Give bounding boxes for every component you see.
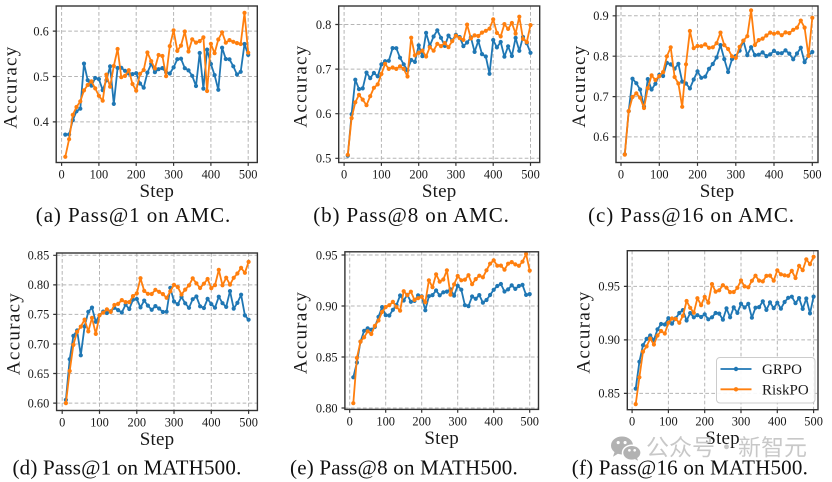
svg-text:0: 0: [618, 168, 624, 182]
svg-text:400: 400: [202, 416, 221, 430]
svg-text:0.85: 0.85: [316, 350, 338, 364]
svg-text:200: 200: [127, 168, 146, 182]
svg-text:500: 500: [803, 168, 822, 182]
svg-text:200: 200: [409, 168, 428, 182]
svg-text:0.4: 0.4: [33, 115, 49, 129]
svg-text:0.6: 0.6: [316, 107, 332, 121]
svg-text:500: 500: [239, 168, 258, 182]
svg-text:400: 400: [768, 415, 787, 429]
svg-text:100: 100: [372, 168, 391, 182]
svg-text:0.8: 0.8: [316, 18, 332, 32]
svg-text:Accuracy: Accuracy: [1, 45, 22, 128]
svg-text:(d) Pass@1 on MATH500.: (d) Pass@1 on MATH500.: [12, 456, 241, 480]
svg-text:0: 0: [629, 415, 635, 429]
svg-text:0.60: 0.60: [28, 396, 50, 410]
svg-text:Step: Step: [140, 429, 175, 450]
svg-text:0.95: 0.95: [316, 248, 338, 262]
svg-text:(a) Pass@1 on AMC.: (a) Pass@1 on AMC.: [36, 203, 231, 227]
svg-text:200: 200: [128, 416, 147, 430]
svg-text:(f) Pass@16 on MATH500.: (f) Pass@16 on MATH500.: [572, 456, 808, 480]
svg-text:Step: Step: [705, 428, 740, 449]
svg-text:Accuracy: Accuracy: [574, 290, 595, 373]
svg-text:500: 500: [520, 414, 539, 428]
svg-text:200: 200: [695, 415, 714, 429]
svg-text:400: 400: [765, 168, 784, 182]
svg-text:Accuracy: Accuracy: [291, 291, 312, 374]
svg-text:0.80: 0.80: [316, 401, 338, 415]
svg-text:0.8: 0.8: [593, 50, 609, 64]
svg-text:0.85: 0.85: [28, 249, 50, 263]
svg-text:300: 300: [165, 416, 184, 430]
svg-text:0.80: 0.80: [28, 278, 50, 292]
svg-text:0.6: 0.6: [33, 24, 49, 38]
svg-text:500: 500: [521, 168, 540, 182]
svg-text:300: 300: [732, 415, 751, 429]
svg-text:Accuracy: Accuracy: [4, 292, 25, 375]
svg-text:500: 500: [239, 416, 258, 430]
svg-text:0: 0: [347, 414, 353, 428]
svg-text:RiskPO: RiskPO: [762, 383, 809, 399]
svg-text:500: 500: [804, 415, 823, 429]
svg-text:100: 100: [90, 416, 109, 430]
svg-text:100: 100: [659, 415, 678, 429]
svg-text:0.75: 0.75: [28, 308, 50, 322]
svg-text:0.7: 0.7: [593, 90, 609, 104]
svg-text:0.9: 0.9: [593, 9, 609, 23]
svg-text:400: 400: [484, 168, 503, 182]
svg-text:Step: Step: [140, 181, 175, 202]
svg-text:300: 300: [447, 168, 466, 182]
svg-text:0: 0: [58, 168, 64, 182]
svg-text:100: 100: [650, 168, 669, 182]
svg-text:Accuracy: Accuracy: [569, 44, 590, 127]
svg-text:0.5: 0.5: [33, 70, 49, 84]
svg-text:300: 300: [448, 414, 467, 428]
svg-text:0.5: 0.5: [316, 152, 332, 166]
svg-text:200: 200: [688, 168, 707, 182]
svg-text:0: 0: [59, 416, 65, 430]
svg-text:300: 300: [727, 168, 746, 182]
svg-text:200: 200: [412, 414, 431, 428]
svg-text:0.90: 0.90: [316, 299, 338, 313]
svg-text:300: 300: [164, 168, 183, 182]
svg-text:400: 400: [202, 168, 221, 182]
svg-text:Accuracy: Accuracy: [291, 44, 312, 127]
svg-text:(b) Pass@8 on AMC.: (b) Pass@8 on AMC.: [313, 203, 510, 227]
svg-text:Step: Step: [700, 181, 735, 202]
svg-text:0.85: 0.85: [598, 387, 620, 401]
svg-text:100: 100: [90, 168, 109, 182]
svg-text:Step: Step: [424, 428, 459, 449]
svg-text:0.6: 0.6: [593, 130, 609, 144]
svg-text:0.7: 0.7: [316, 62, 332, 76]
svg-text:0.95: 0.95: [598, 280, 620, 294]
svg-text:(c) Pass@16 on AMC.: (c) Pass@16 on AMC.: [588, 203, 795, 227]
svg-text:0.90: 0.90: [598, 333, 620, 347]
svg-text:0: 0: [341, 168, 347, 182]
svg-text:GRPO: GRPO: [762, 362, 802, 378]
svg-text:(e) Pass@8 on MATH500.: (e) Pass@8 on MATH500.: [290, 456, 518, 480]
svg-text:0.70: 0.70: [28, 337, 50, 351]
svg-text:100: 100: [376, 414, 395, 428]
svg-text:400: 400: [484, 414, 503, 428]
svg-text:0.65: 0.65: [28, 367, 50, 381]
svg-text:Step: Step: [422, 181, 457, 202]
